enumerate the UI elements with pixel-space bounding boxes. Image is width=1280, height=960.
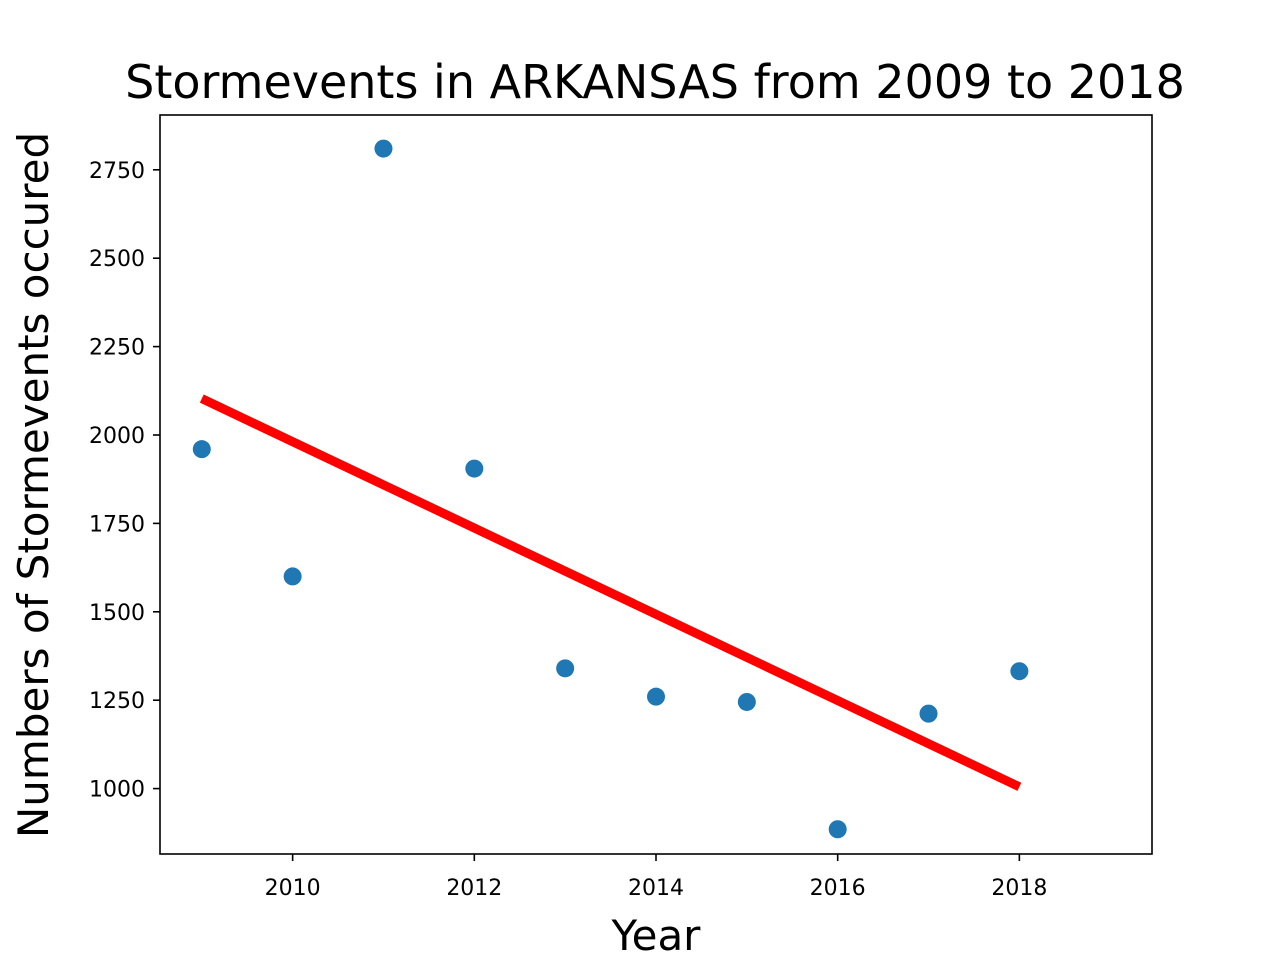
x-tick-label: 2012 xyxy=(446,876,502,901)
x-tick-label: 2010 xyxy=(265,876,321,901)
data-point xyxy=(828,820,847,839)
axes-frame xyxy=(159,114,1153,855)
y-tick-label: 2250 xyxy=(89,336,145,361)
y-tick-label: 1750 xyxy=(89,512,145,537)
y-tick-label: 1000 xyxy=(89,778,145,803)
data-point xyxy=(647,687,665,706)
x-axis-label: Year xyxy=(611,911,702,960)
data-point xyxy=(919,704,938,723)
y-tick-label: 1250 xyxy=(89,689,145,714)
trend-line xyxy=(199,394,1022,791)
x-tick-label: 2018 xyxy=(991,876,1047,901)
data-point xyxy=(465,459,484,478)
y-tick-label: 2000 xyxy=(89,424,145,449)
x-tick-label: 2014 xyxy=(628,876,684,901)
y-tick-label: 1500 xyxy=(89,601,145,626)
chart-title: Stormevents in ARKANSAS from 2009 to 201… xyxy=(125,55,1185,109)
data-point xyxy=(556,659,575,678)
x-tick-label: 2016 xyxy=(810,876,866,901)
data-point xyxy=(283,567,302,586)
data-point xyxy=(737,692,756,711)
plot-area: 2010 2012 2014 2016 2018 1000 1250 1500 1750 2000… xyxy=(89,139,1047,901)
data-point xyxy=(192,440,211,459)
data-point xyxy=(1010,662,1029,681)
y-axis-label: Numbers of Stormevents occured xyxy=(9,132,58,838)
y-tick-label: 2750 xyxy=(89,159,145,184)
data-point xyxy=(374,139,393,158)
y-tick-label: 2500 xyxy=(89,247,145,272)
